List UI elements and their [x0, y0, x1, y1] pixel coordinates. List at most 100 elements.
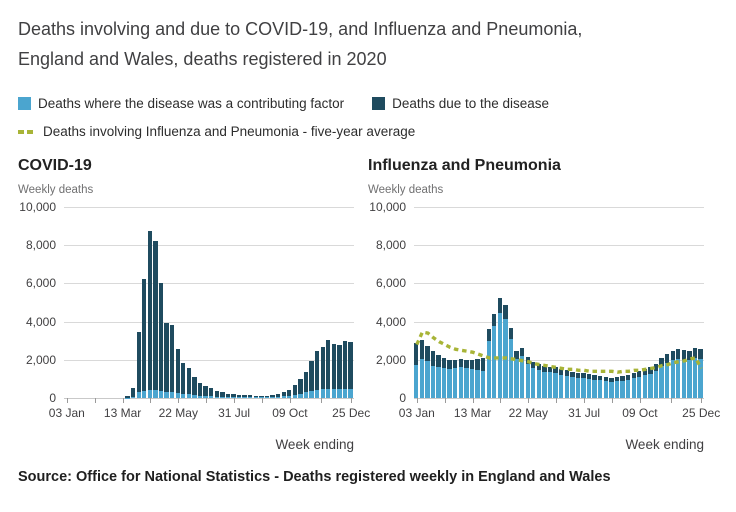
x-axis-tick-mark	[612, 398, 613, 403]
y-axis-tick-label: 10,000	[19, 200, 56, 214]
bar-segment-due	[337, 345, 342, 390]
legend-item-due: Deaths due to the disease	[372, 96, 549, 111]
plot-wrap: 0 2,000 4,000 6,000 8,000 10,000	[18, 200, 368, 405]
y-axis-tick-label: 0	[49, 391, 56, 405]
y-axis-tick-label: 8,000	[25, 238, 56, 253]
bar-segment-contributing	[536, 369, 542, 398]
influenza-pneumonia-chart: Influenza and Pneumonia Weekly deaths 0 2…	[368, 157, 720, 452]
bar-segment-due	[425, 346, 430, 361]
x-axis-tick-label: 13 Mar	[453, 406, 492, 420]
y-axis-tick-label: 8,000	[375, 238, 406, 253]
x-axis-tick-mark	[206, 398, 208, 403]
bar-segment-due	[214, 391, 219, 397]
bar-segment-due	[559, 369, 564, 375]
bar-segment-contributing	[681, 359, 687, 398]
bar-segment-due	[186, 367, 192, 394]
x-axis-tick-label: 03 Jan	[398, 406, 435, 420]
bar-segment-due	[281, 391, 286, 397]
bar-segment-due	[197, 383, 203, 396]
x-axis-tick-mark	[351, 398, 353, 403]
y-axis-tick-label: 10,000	[369, 200, 406, 214]
x-axis-tick-mark	[122, 398, 124, 403]
gridline	[414, 207, 704, 208]
page-title: Deaths involving and due to COVID-19, an…	[18, 14, 718, 74]
bar-segment-contributing	[158, 391, 164, 398]
x-axis-tick-label: 31 Jul	[568, 406, 601, 420]
y-axis-tick-label: 4,000	[375, 314, 406, 329]
bar-segment-contributing	[231, 397, 236, 398]
bar-segment-due	[664, 354, 670, 363]
x-axis-tick-mark	[528, 398, 530, 403]
bar-segment-due	[464, 359, 469, 369]
bar-segment-due	[653, 363, 659, 371]
bar-segment-contributing	[497, 313, 503, 398]
bar-segment-contributing	[130, 396, 136, 398]
bar-segment-contributing	[419, 358, 424, 398]
bar-segment-contributing	[181, 393, 186, 398]
bar-segment-contributing	[642, 375, 648, 398]
bar-segment-contributing	[620, 380, 625, 398]
x-axis-tick-mark	[701, 398, 703, 403]
bar-segment-due	[514, 351, 519, 359]
bar-segment-due	[298, 379, 303, 394]
plot-area	[414, 207, 704, 399]
bar-segment-contributing	[348, 389, 353, 398]
legend: Deaths where the disease was a contribut…	[18, 96, 718, 139]
bar-segment-contributing	[264, 397, 270, 398]
gridline	[414, 398, 704, 399]
x-axis-title: Week ending	[275, 437, 354, 452]
bar-segment-due	[331, 343, 337, 390]
chart-title-covid: COVID-19	[18, 157, 92, 174]
contributing-swatch-icon	[18, 97, 31, 110]
y-axis-tick-label: 0	[399, 391, 406, 405]
bar-segment-due	[453, 359, 458, 369]
bar-segment-due	[436, 355, 441, 368]
bar-segment-contributing	[447, 369, 452, 398]
bar-segment-due	[231, 394, 236, 398]
bar-segment-contributing	[614, 381, 620, 398]
bar-segment-contributing	[259, 397, 264, 398]
x-axis-tick-label: 22 May	[508, 406, 548, 420]
bar-segment-due	[303, 371, 309, 393]
legend-row-1: Deaths where the disease was a contribut…	[18, 96, 718, 111]
bar-segment-contributing	[326, 388, 331, 398]
bar-segment-contributing	[547, 372, 553, 398]
bar-segment-contributing	[175, 392, 180, 398]
bar-segment-due	[348, 342, 353, 390]
bar-segment-contributing	[631, 378, 636, 398]
bar-segment-due	[586, 374, 592, 379]
bar-segment-due	[248, 395, 253, 398]
bar-segment-due	[659, 357, 664, 366]
gridline	[64, 359, 354, 361]
x-axis-tick-mark	[472, 398, 474, 403]
bar-segment-contributing	[653, 370, 659, 398]
bar-segment-contributing	[581, 377, 586, 398]
bar-segment-contributing	[676, 358, 681, 398]
bar-segment-due	[181, 363, 186, 394]
bar-segment-contributing	[692, 358, 698, 398]
bar-segment-contributing	[320, 389, 325, 398]
dashed-line-swatch-icon	[18, 129, 36, 134]
bar-segment-due	[575, 373, 581, 378]
x-axis-tick-mark	[66, 398, 68, 403]
bar-segment-contributing	[436, 367, 441, 398]
x-axis-tick-mark	[262, 398, 263, 403]
bar-segment-contributing	[153, 390, 158, 398]
bar-segment-contributing	[192, 394, 197, 398]
due-swatch-icon	[372, 97, 386, 110]
bar-segment-contributing	[270, 397, 275, 398]
x-axis-title: Week ending	[625, 437, 704, 452]
y-axis: 0 2,000 4,000 6,000 8,000 10,000	[368, 200, 410, 405]
bar-segment-contributing	[542, 371, 547, 398]
plot-wrap: 0 2,000 4,000 6,000 8,000 10,000	[368, 200, 718, 405]
bar-segment-contributing	[575, 377, 581, 398]
bar-segment-contributing	[586, 378, 592, 398]
bar-segment-due	[220, 392, 225, 397]
bar-segment-contributing	[486, 340, 491, 398]
bar-segment-due	[203, 386, 208, 397]
dash-icon	[27, 129, 33, 134]
x-axis-tick-label: 22 May	[158, 406, 198, 420]
chart-figure: Deaths involving and due to COVID-19, an…	[18, 14, 720, 485]
y-axis-units-label: Weekly deaths	[368, 184, 444, 196]
bar-segment-contributing	[136, 392, 141, 398]
